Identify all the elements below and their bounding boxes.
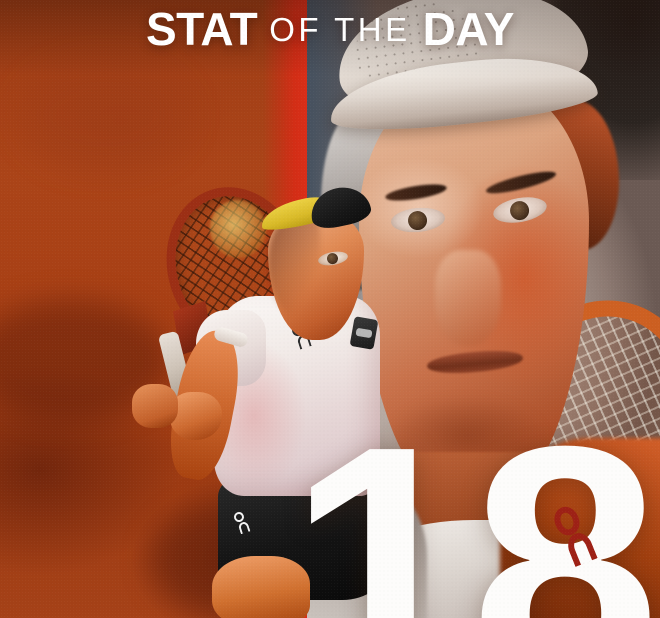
player-hand-upper (170, 392, 222, 440)
player-thigh (212, 556, 310, 618)
stat-number: 18 (287, 376, 660, 618)
player-cap-crown (306, 182, 374, 232)
on-logo-n-stroke (237, 520, 251, 534)
portrait-iris-right (508, 199, 531, 222)
clay-texture-blotch (20, 60, 190, 170)
player-hand-lower (132, 384, 178, 428)
player-cap (258, 182, 374, 234)
player-iris (326, 252, 339, 265)
on-logo-shorts (232, 510, 252, 534)
on-logo-in-number (550, 503, 600, 570)
portrait-iris-left (407, 210, 428, 231)
portrait-nose (435, 250, 501, 346)
player-face-shadow (268, 216, 320, 316)
serving-player-figure (0, 0, 380, 618)
player-sleeve-sponsor-patch (349, 316, 379, 350)
portrait-shoulder-right (500, 438, 660, 618)
